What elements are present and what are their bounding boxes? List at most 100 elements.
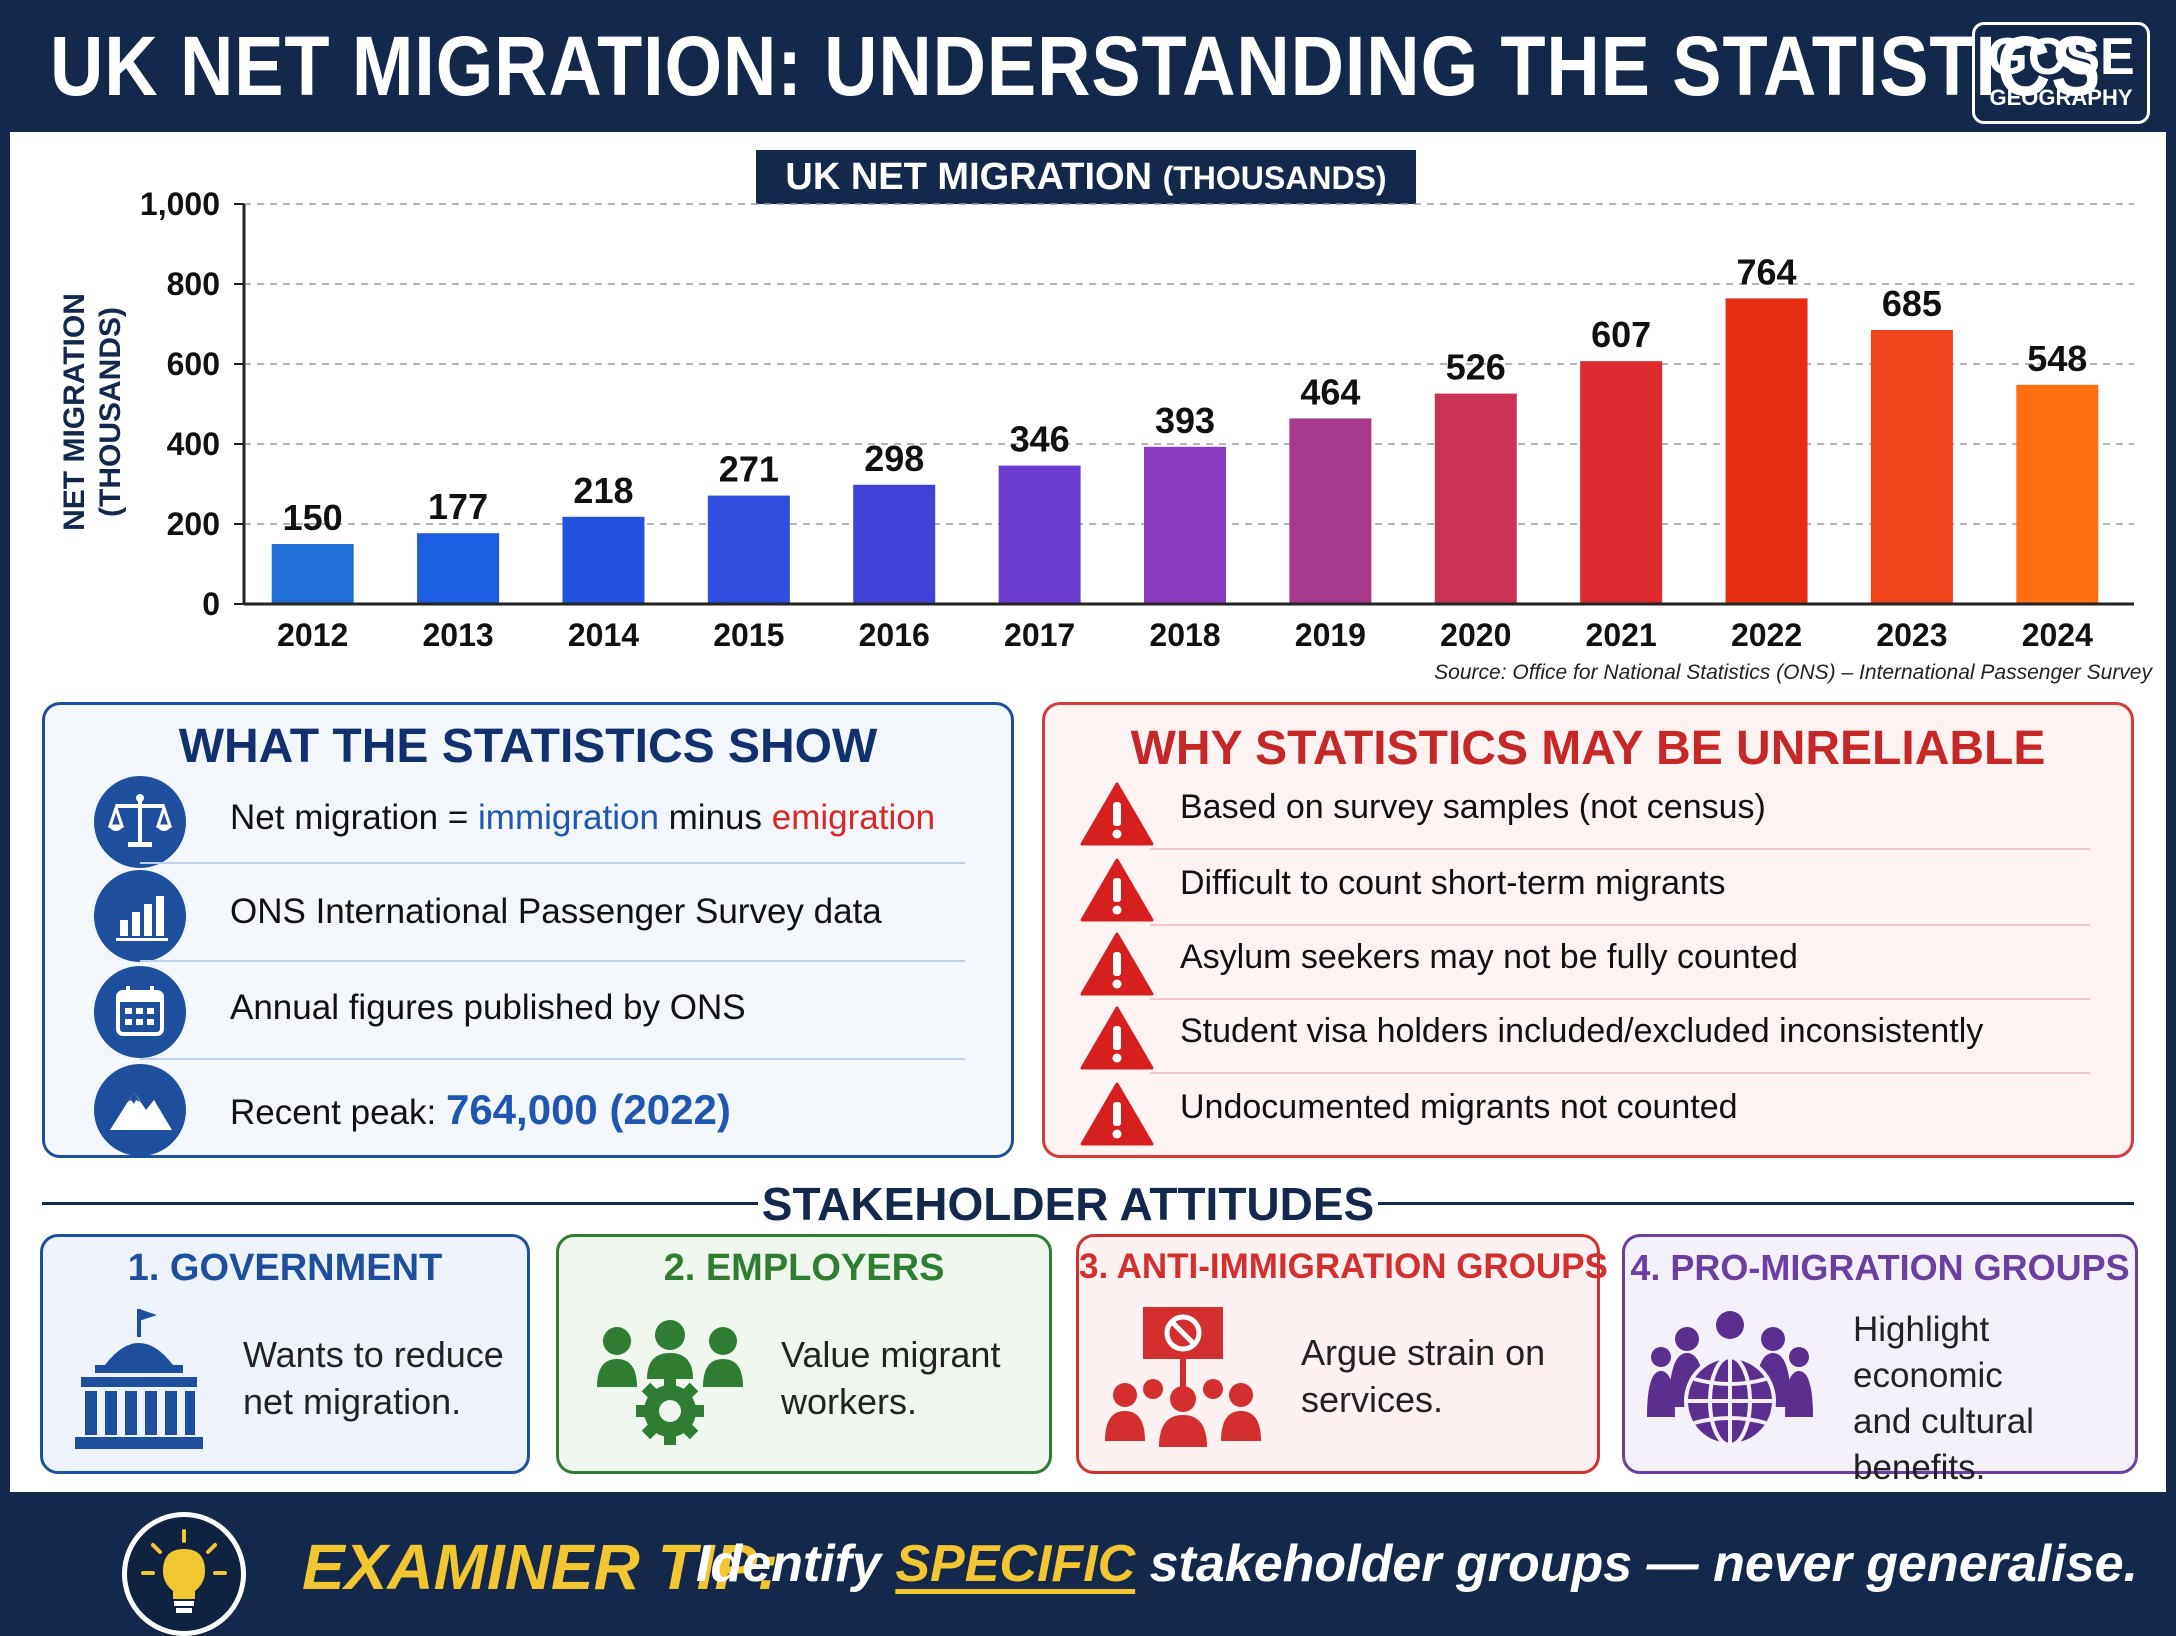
tip-emphasis: SPECIFIC	[895, 1535, 1136, 1593]
bar-value-label: 548	[2027, 338, 2087, 379]
y-tick-label: 600	[167, 346, 220, 382]
stakeholder-title: STAKEHOLDER ATTITUDES	[761, 1178, 1375, 1230]
statistics-show-title: WHAT THE STATISTICS SHOW	[178, 720, 878, 773]
bar	[1580, 361, 1663, 604]
bar	[1870, 330, 1953, 604]
unreliable-item-text: Difficult to count short-term migrants	[1180, 864, 1726, 902]
protest-sign-icon	[1105, 1307, 1261, 1447]
examiner-tip-text: Identify SPECIFIC stakeholder groups — n…	[696, 1534, 2138, 1594]
y-axis-label-line1: NET MIGRATION	[58, 293, 91, 531]
bar-value-label: 607	[1591, 314, 1651, 355]
card-text-line: Value migrant	[781, 1334, 1001, 1375]
minus-word: minus	[658, 798, 772, 837]
bar-value-label: 218	[573, 470, 633, 511]
card-text-line: services.	[1301, 1379, 1444, 1420]
page-title: UK NET MIGRATION: UNDERSTANDING THE STAT…	[50, 19, 2102, 113]
divider	[1150, 998, 2090, 1000]
government-building-icon	[75, 1309, 203, 1449]
header-bar	[0, 0, 2176, 132]
show-item-net-migration: Net migration = immigration minus emigra…	[50, 772, 960, 868]
card-text-line: and cultural	[1853, 1402, 2034, 1441]
stakeholder-card-employers: 2. EMPLOYERS Value migrant workers.	[556, 1234, 1052, 1474]
peak-value: 764,000 (2022)	[445, 1086, 731, 1133]
gcse-badge: GCSE GEOGRAPHY	[1972, 22, 2150, 124]
bar	[1725, 298, 1808, 604]
divider	[1150, 1072, 2090, 1074]
card-text-line: benefits.	[1853, 1448, 1986, 1487]
show-item-text: ONS International Passenger Survey data	[230, 892, 882, 931]
net-migration-prefix: Net migration =	[230, 798, 479, 837]
card-text: Argue strain on services.	[1301, 1329, 1545, 1423]
bar	[562, 516, 645, 604]
divider	[1378, 1202, 2134, 1205]
card-title: 3. ANTI-IMMIGRATION GROUPS	[1079, 1247, 1608, 1286]
chart-labels: 0 200 400 600 800 1,000 150 2012 177 2013 218 2014 2…	[140, 190, 2093, 653]
show-item-survey: ONS International Passenger Survey data	[50, 866, 960, 962]
card-text-line: Argue strain on	[1301, 1332, 1546, 1373]
card-title: 2. EMPLOYERS	[663, 1247, 945, 1289]
y-axis-label-line2: (THOUSANDS)	[94, 307, 127, 517]
people-globe-icon	[1647, 1311, 1813, 1447]
x-tick-label: 2023	[1876, 617, 1947, 653]
emigration-word: emigration	[771, 798, 936, 837]
unreliable-item-text: Asylum seekers may not be fully counted	[1180, 938, 1798, 976]
examiner-tip-label: EXAMINER TIP:	[302, 1531, 779, 1603]
warning-icon	[1080, 782, 1154, 846]
bar	[2016, 384, 2099, 604]
bar	[1144, 446, 1226, 604]
card-text: Highlight economic and cultural benefits…	[1853, 1307, 2135, 1491]
warning-icon	[1080, 858, 1154, 922]
statistics-show-panel: WHAT THE STATISTICS SHOW	[42, 702, 1014, 1158]
unreliable-panel: WHY STATISTICS MAY BE UNRELIABLE	[1042, 702, 2134, 1158]
bar-value-label: 685	[1882, 283, 1942, 324]
show-item-annual: Annual figures published by ONS	[50, 962, 960, 1058]
unreliable-item-text: Undocumented migrants not counted	[1180, 1088, 1738, 1126]
bar-chart-icon	[94, 870, 186, 962]
x-tick-label: 2018	[1149, 617, 1220, 653]
bar	[707, 495, 790, 604]
card-text-line: Highlight economic	[1853, 1310, 2003, 1395]
immigration-word: immigration	[478, 798, 659, 837]
bar-value-label: 526	[1446, 347, 1506, 388]
examiner-tip-bar	[0, 1492, 2176, 1632]
y-tick-label: 800	[167, 266, 220, 302]
chart-title: UK NET MIGRATION (THOUSANDS)	[756, 150, 1416, 204]
chart-title-suffix: (THOUSANDS)	[1162, 160, 1387, 196]
x-tick-label: 2016	[859, 617, 930, 653]
chart-bars	[271, 298, 2099, 604]
unreliable-item-text: Based on survey samples (not census)	[1180, 788, 1766, 826]
x-tick-label: 2022	[1731, 617, 1802, 653]
bar-value-label: 271	[719, 449, 779, 490]
card-text-line: net migration.	[243, 1381, 462, 1422]
stakeholder-card-anti-immigration: 3. ANTI-IMMIGRATION GROUPS Argue strain …	[1076, 1234, 1608, 1474]
warning-icon	[1080, 1006, 1154, 1070]
mountain-peak-icon	[94, 1064, 186, 1156]
x-tick-label: 2013	[422, 617, 493, 653]
lightbulb-icon	[122, 1512, 246, 1636]
stakeholder-card-pro-migration: 4. PRO-MIGRATION GROUPS Highlight econom…	[1622, 1234, 2138, 1487]
chart-grid	[234, 203, 2134, 605]
bar-value-label: 464	[1300, 371, 1360, 412]
scales-icon	[94, 776, 186, 868]
divider	[140, 862, 965, 864]
show-item-text: Recent peak: 764,000 (2022)	[230, 1086, 731, 1134]
bar-value-label: 150	[283, 497, 343, 538]
card-text-line: workers.	[781, 1381, 918, 1422]
bar-value-label: 298	[864, 438, 924, 479]
x-tick-label: 2019	[1295, 617, 1366, 653]
divider	[140, 1058, 965, 1060]
unreliable-title: WHY STATISTICS MAY BE UNRELIABLE	[1130, 722, 2046, 775]
y-tick-label: 0	[202, 586, 220, 622]
x-tick-label: 2020	[1440, 617, 1511, 653]
tip-text-before: Identify	[696, 1535, 896, 1593]
bar-chart: 0 200 400 600 800 1,000 150 2012 177 2013 218 2014 2…	[58, 190, 2134, 653]
workers-gear-icon	[597, 1320, 743, 1445]
bar	[853, 484, 936, 604]
bar	[1434, 393, 1517, 604]
y-tick-label: 400	[167, 426, 220, 462]
card-text: Wants to reduce net migration.	[243, 1331, 504, 1425]
x-tick-label: 2024	[2022, 617, 2093, 653]
unreliable-item-text: Student visa holders included/excluded i…	[1180, 1012, 1984, 1050]
x-tick-label: 2015	[713, 617, 784, 653]
badge-line2: GEOGRAPHY	[1989, 85, 2133, 110]
